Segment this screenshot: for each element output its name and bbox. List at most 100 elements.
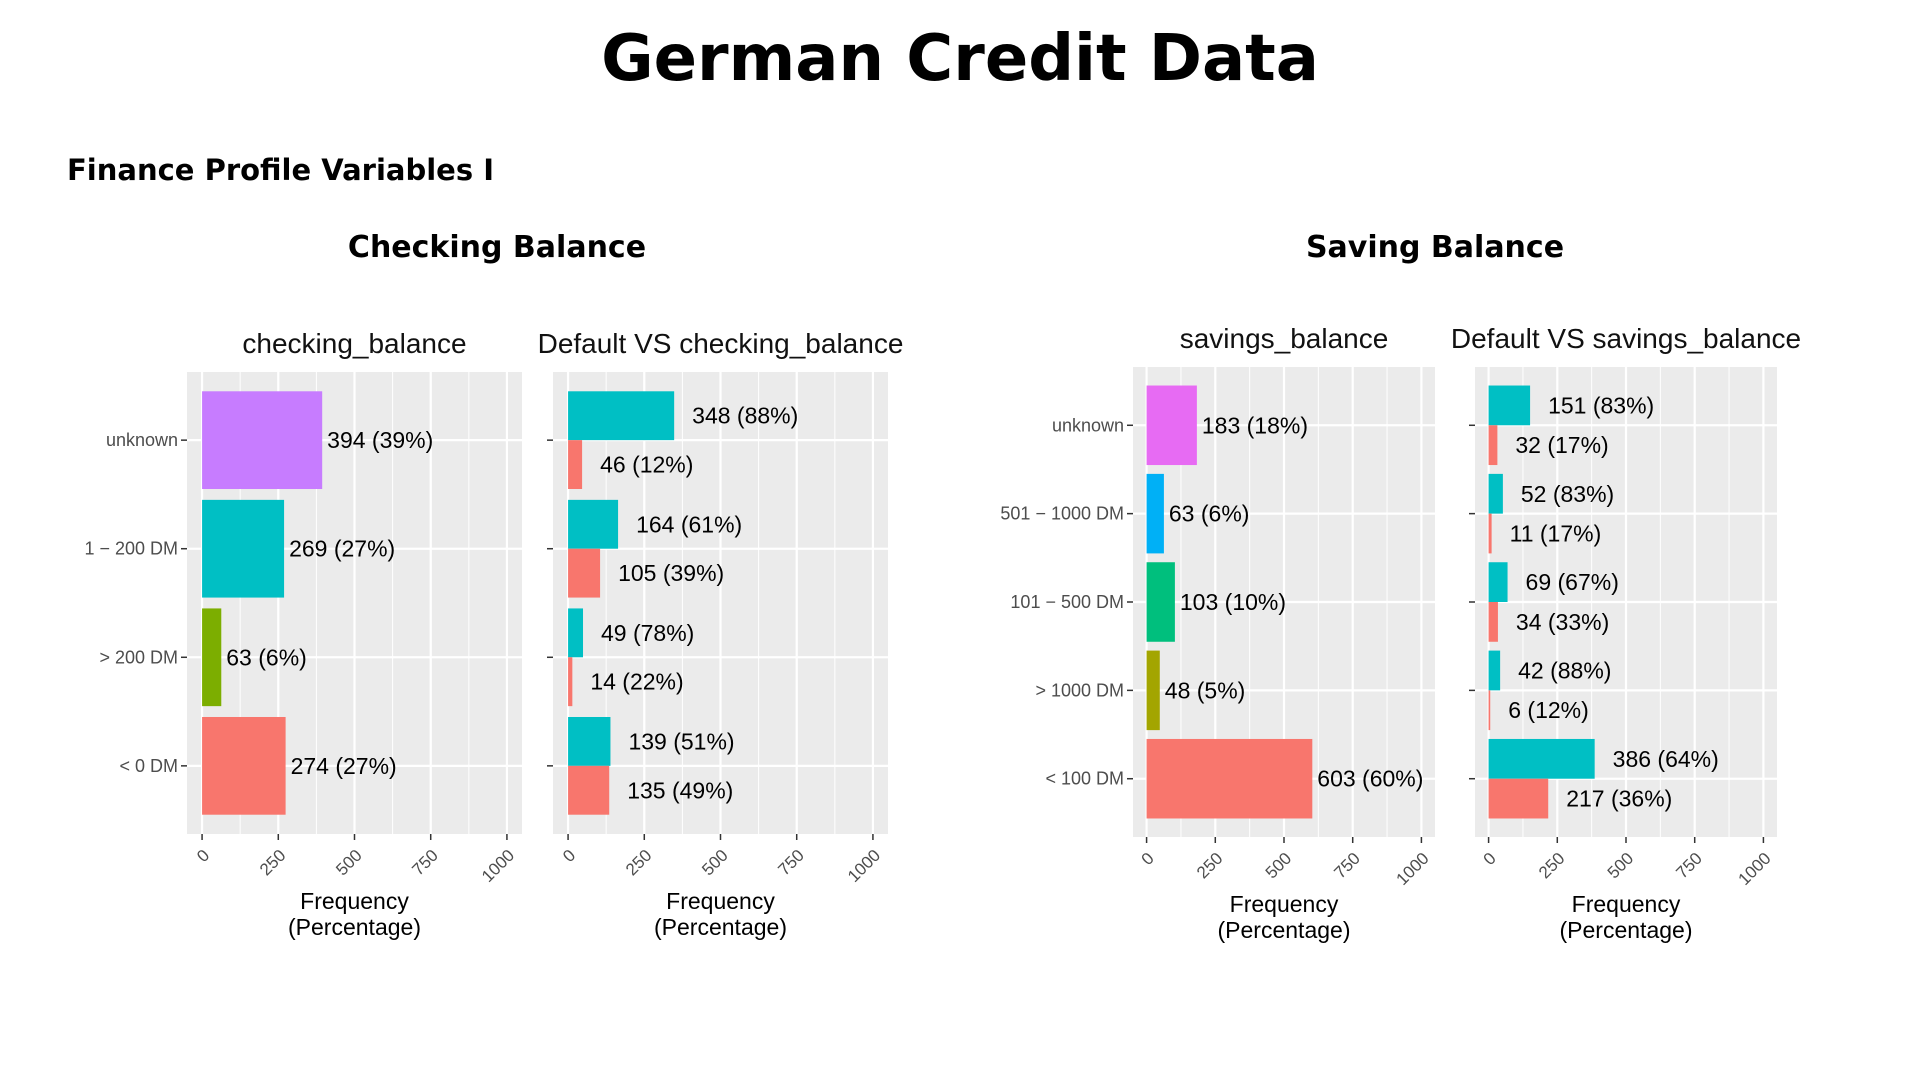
- panel-title: checking_balance: [242, 328, 466, 359]
- bar-value-label: 69 (67%): [1526, 569, 1619, 595]
- bar: [1488, 602, 1498, 642]
- bar: [1146, 738, 1313, 819]
- bar-value-label: 48 (5%): [1165, 677, 1246, 703]
- category-label: < 100 DM: [1045, 769, 1124, 789]
- bar: [568, 548, 601, 598]
- slide-subtitle: Finance Profile Variables I: [67, 153, 494, 187]
- bar-value-label: 151 (83%): [1548, 392, 1654, 418]
- x-axis-title: (Percentage): [288, 914, 421, 940]
- bar-value-label: 603 (60%): [1317, 766, 1423, 792]
- x-tick-label: 500: [1262, 849, 1295, 882]
- bar-value-label: 103 (10%): [1180, 589, 1286, 615]
- bar: [568, 765, 610, 815]
- section-title-checking: Checking Balance: [347, 230, 647, 265]
- category-label: unknown: [1052, 415, 1124, 435]
- bar-value-label: 11 (17%): [1510, 521, 1602, 547]
- bar-value-label: 386 (64%): [1613, 746, 1719, 772]
- category-label: 101 − 500 DM: [1010, 592, 1124, 612]
- x-tick-label: 250: [256, 846, 289, 879]
- bar-value-label: 274 (27%): [291, 753, 397, 779]
- x-axis-title: Frequency: [1230, 891, 1339, 917]
- x-tick-label: 750: [774, 846, 807, 879]
- bar: [1488, 425, 1498, 466]
- x-axis-title: (Percentage): [1218, 917, 1351, 943]
- bar-value-label: 6 (12%): [1508, 697, 1589, 723]
- bar: [202, 499, 285, 598]
- bar: [568, 440, 583, 490]
- bar-value-label: 63 (6%): [1169, 501, 1250, 527]
- bar: [568, 391, 675, 441]
- bar-value-label: 32 (17%): [1515, 432, 1608, 458]
- bar-value-label: 34 (33%): [1516, 609, 1609, 635]
- bar: [1488, 385, 1531, 426]
- x-tick-label: 750: [1672, 849, 1705, 882]
- bar: [1488, 650, 1501, 691]
- x-tick-label: 500: [332, 846, 365, 879]
- bar-value-label: 135 (49%): [627, 777, 733, 803]
- x-tick-label: 0: [559, 846, 579, 866]
- bar: [1488, 513, 1492, 554]
- category-label: < 0 DM: [119, 756, 178, 776]
- x-tick-label: 500: [698, 846, 731, 879]
- bar: [1488, 473, 1503, 514]
- x-tick-label: 1000: [1392, 849, 1432, 889]
- bar: [1488, 562, 1508, 602]
- x-tick-label: 750: [408, 846, 441, 879]
- x-tick-label: 0: [193, 846, 213, 866]
- bar-value-label: 217 (36%): [1566, 786, 1672, 812]
- bar-value-label: 139 (51%): [628, 728, 734, 754]
- bar-value-label: 105 (39%): [618, 560, 724, 586]
- bar: [1146, 473, 1164, 554]
- bar-value-label: 183 (18%): [1202, 412, 1308, 438]
- bar: [568, 608, 584, 658]
- bar: [1146, 385, 1197, 466]
- category-label: > 200 DM: [99, 647, 178, 667]
- bar: [202, 391, 323, 490]
- bar-value-label: 269 (27%): [289, 536, 395, 562]
- x-tick-label: 250: [1535, 849, 1568, 882]
- category-label: > 1000 DM: [1035, 680, 1124, 700]
- x-tick-label: 750: [1330, 849, 1363, 882]
- x-tick-label: 1000: [1734, 849, 1774, 889]
- panel-title: Default VS checking_balance: [538, 328, 904, 359]
- bar-value-label: 46 (12%): [600, 452, 693, 478]
- bar-value-label: 164 (61%): [636, 511, 742, 537]
- category-label: unknown: [106, 430, 178, 450]
- section-title-saving: Saving Balance: [1305, 230, 1565, 265]
- bar-value-label: 63 (6%): [226, 644, 307, 670]
- bar: [202, 716, 286, 815]
- bar-value-label: 52 (83%): [1521, 481, 1614, 507]
- x-tick-label: 0: [1138, 849, 1158, 869]
- bar: [1146, 650, 1160, 731]
- bar-value-label: 348 (88%): [692, 403, 798, 429]
- x-axis-title: Frequency: [300, 888, 409, 914]
- bar: [568, 499, 619, 549]
- bar-value-label: 14 (22%): [590, 669, 683, 695]
- bar: [1488, 738, 1595, 779]
- x-axis-title: (Percentage): [654, 914, 787, 940]
- x-axis-title: Frequency: [666, 888, 775, 914]
- bar-value-label: 42 (88%): [1518, 657, 1611, 683]
- category-label: 1 − 200 DM: [84, 539, 178, 559]
- x-axis-title: Frequency: [1572, 891, 1681, 917]
- bar: [568, 657, 573, 707]
- x-tick-label: 250: [622, 846, 655, 879]
- panel-title: Default VS savings_balance: [1451, 323, 1801, 354]
- x-tick-label: 250: [1193, 849, 1226, 882]
- bar: [568, 716, 611, 766]
- slide-title: German Credit Data: [601, 22, 1319, 96]
- bar: [1488, 690, 1491, 731]
- bar: [1488, 778, 1549, 819]
- x-tick-label: 500: [1604, 849, 1637, 882]
- bar: [1146, 562, 1175, 642]
- category-label: 501 − 1000 DM: [1000, 504, 1124, 524]
- x-axis-title: (Percentage): [1560, 917, 1693, 943]
- x-tick-label: 1000: [844, 846, 884, 886]
- bar: [202, 608, 222, 707]
- panel-title: savings_balance: [1180, 323, 1389, 354]
- x-tick-label: 1000: [478, 846, 518, 886]
- x-tick-label: 0: [1480, 849, 1500, 869]
- bar-value-label: 49 (78%): [601, 620, 694, 646]
- bar-value-label: 394 (39%): [327, 427, 433, 453]
